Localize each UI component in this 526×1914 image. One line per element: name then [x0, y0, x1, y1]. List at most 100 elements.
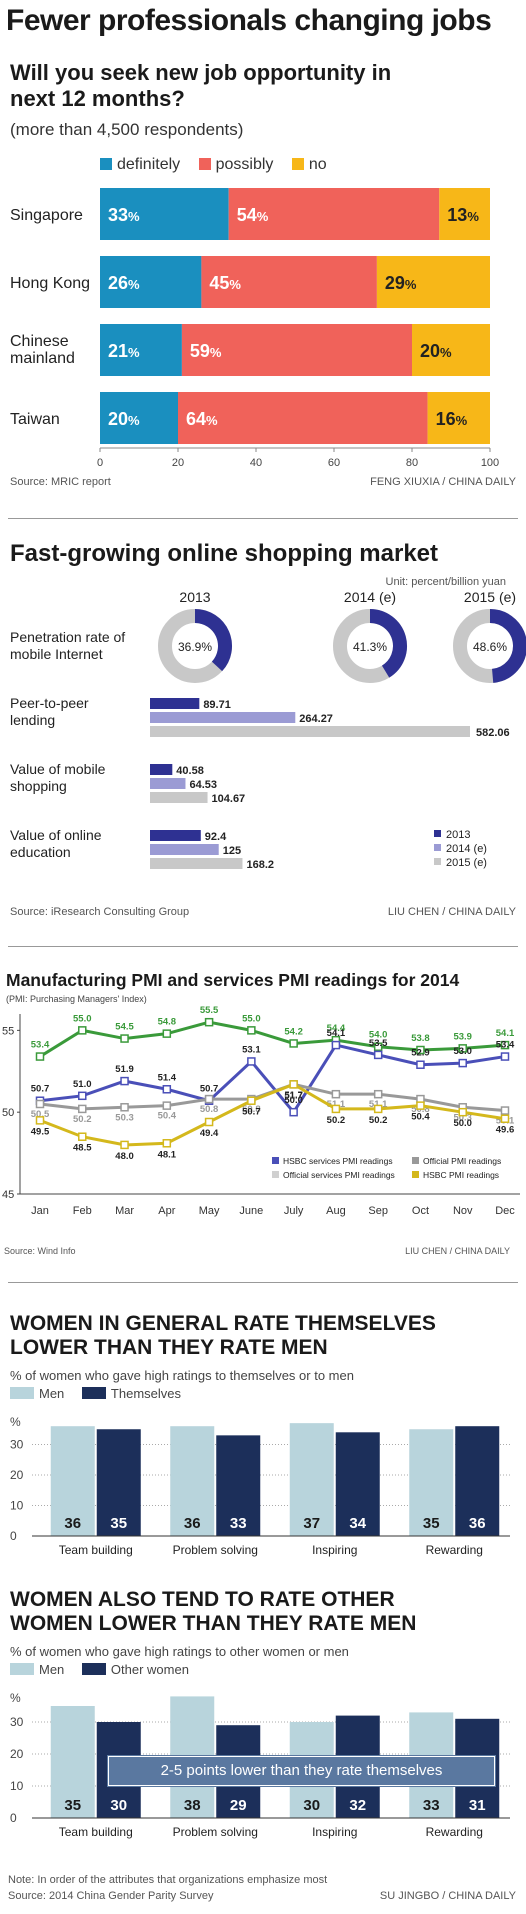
bar-2013 — [150, 830, 201, 841]
point-value-label: 50.4 — [411, 1112, 430, 1123]
x-tick-label: Apr — [158, 1205, 175, 1217]
point-value-label: 51.0 — [73, 1079, 92, 1090]
bar-value-label: 36 — [469, 1515, 486, 1532]
bar-value-label: 30 — [110, 1797, 127, 1814]
point-value-label: 51.4 — [158, 1072, 177, 1083]
line-point — [162, 1085, 172, 1094]
bar-value-label: 54% — [237, 205, 269, 225]
point-value-label: 51.9 — [115, 1064, 134, 1075]
point-value-label: 53.9 — [453, 1031, 472, 1042]
y-tick-label: 10 — [10, 1779, 24, 1793]
bar-value-label: 125 — [223, 845, 241, 857]
shopping-section: Fast-growing online shopping market Unit… — [0, 520, 526, 930]
line-point — [162, 1101, 172, 1110]
bar-2013 — [150, 764, 173, 775]
legend-swatch — [272, 1171, 279, 1178]
pmi-source: Source: Wind Info — [4, 1246, 76, 1256]
point-value-label: 50.7 — [242, 1107, 261, 1118]
bar-definitely — [100, 324, 182, 376]
bar-value-label: 40.58 — [176, 765, 204, 777]
line-point — [289, 1107, 298, 1117]
bar-Themselves — [96, 1429, 141, 1536]
point-value-label: 48.1 — [158, 1149, 177, 1160]
bar-value-label: 38 — [184, 1797, 201, 1814]
point-value-label: 54.8 — [158, 1017, 177, 1028]
shopping-credit: LIU CHEN / CHINA DAILY — [387, 906, 516, 918]
legend-swatch-possibly — [198, 158, 211, 170]
women-title-1: WOMEN IN GENERAL RATE THEMSELVES LOWER T… — [10, 1312, 436, 1359]
bar-value-label: 13% — [447, 205, 479, 225]
bar-value-label: 59% — [190, 341, 222, 361]
donut-value-label: 36.9% — [178, 640, 212, 654]
bar-value-label: 33 — [423, 1797, 440, 1814]
bar-2014 (e) — [150, 844, 219, 855]
shopping-title: Fast-growing online shopping market — [10, 540, 439, 567]
line-point — [162, 1029, 172, 1038]
x-tick-label: 20 — [172, 457, 184, 469]
legend-label-definitely: definitely — [117, 156, 181, 173]
point-value-label: 50.2 — [369, 1115, 388, 1126]
women-note: Note: In order of the attributes that or… — [8, 1874, 328, 1886]
line-3 — [39, 1082, 506, 1147]
category-label: Inspiring — [312, 1543, 357, 1557]
line-point — [373, 1050, 383, 1060]
line-point — [247, 1057, 256, 1066]
legend-label-themselves: Themselves — [110, 1386, 181, 1401]
legend-label-men-2: Men — [39, 1662, 65, 1677]
point-value-label: 53.4 — [31, 1040, 50, 1051]
line-point — [416, 1101, 425, 1110]
point-value-label: 50.2 — [327, 1115, 346, 1126]
callout-box: 2-5 points lower than they rate themselv… — [107, 1755, 496, 1787]
point-value-label: 51.7 — [284, 1089, 303, 1100]
donut-slice — [194, 609, 232, 672]
point-value-label: 50.7 — [200, 1084, 219, 1095]
bar-value-label: 582.06 — [476, 727, 510, 739]
jobs-bar-chart: Singapore 33% 54% 13% Hong Kong 26% 45% 29% Chin… — [0, 180, 526, 470]
row-label: Value of online education — [10, 827, 102, 860]
point-value-label: 53.8 — [411, 1033, 430, 1044]
point-value-label: 54.4 — [327, 1023, 346, 1034]
legend-swatch — [272, 1157, 279, 1164]
category-label: Chinese mainland — [10, 333, 75, 367]
point-value-label: 54.0 — [369, 1030, 388, 1041]
jobs-source: Source: MRIC report — [10, 476, 111, 488]
pmi-subtitle: (PMI: Purchasing Managers' Index) — [6, 994, 147, 1004]
line-point — [500, 1052, 510, 1061]
bar-value-label: 21% — [108, 341, 140, 361]
x-tick-label: Mar — [115, 1205, 134, 1217]
x-tick-label: June — [239, 1205, 263, 1217]
bar-value-label: 89.71 — [203, 699, 231, 711]
bar-value-label: 64.53 — [189, 779, 217, 791]
bar-value-label: 31 — [469, 1797, 486, 1814]
women-chart-2-svg: % 0 10 20 30 35 30 Team building 38 29 Problem sol… — [10, 1691, 510, 1839]
line-point — [204, 1117, 214, 1127]
y-axis-label: % — [10, 1415, 21, 1429]
point-value-label: 51.7 — [284, 1090, 303, 1101]
bar-no — [412, 324, 490, 376]
bar-value-label: 30 — [303, 1797, 320, 1814]
point-value-label: 53.1 — [242, 1044, 261, 1055]
point-value-label: 55.0 — [73, 1013, 92, 1024]
women-credit: SU JINGBO / CHINA DAILY — [379, 1890, 516, 1902]
bar-possibly — [228, 188, 440, 240]
point-value-label: 49.4 — [200, 1128, 219, 1139]
women-title-2: WOMEN ALSO TEND TO RATE OTHER WOMEN LOWE… — [10, 1588, 417, 1635]
jobs-title: Fewer professionals changing jobs — [6, 4, 492, 37]
point-value-label: 50.5 — [31, 1109, 50, 1120]
callout-text: 2-5 points lower than they rate themselv… — [160, 1762, 443, 1779]
category-label: Rewarding — [426, 1825, 483, 1839]
line-point — [373, 1104, 383, 1114]
x-tick-label: July — [284, 1205, 304, 1217]
y-tick-label: 30 — [10, 1438, 24, 1452]
point-value-label: 50.0 — [284, 1095, 303, 1106]
line-point — [458, 1107, 467, 1117]
legend-label-other-women: Other women — [110, 1662, 189, 1677]
legend-swatch-men-2 — [10, 1663, 34, 1675]
bar-value-label: 26% — [108, 273, 140, 293]
bar-no — [427, 392, 490, 444]
bar-value-label: 35 — [423, 1515, 440, 1532]
legend-swatch-definitely — [100, 158, 112, 170]
line-point — [331, 1104, 341, 1114]
line-point — [289, 1039, 298, 1048]
pmi-credit: LIU CHEN / CHINA DAILY — [405, 1246, 510, 1256]
